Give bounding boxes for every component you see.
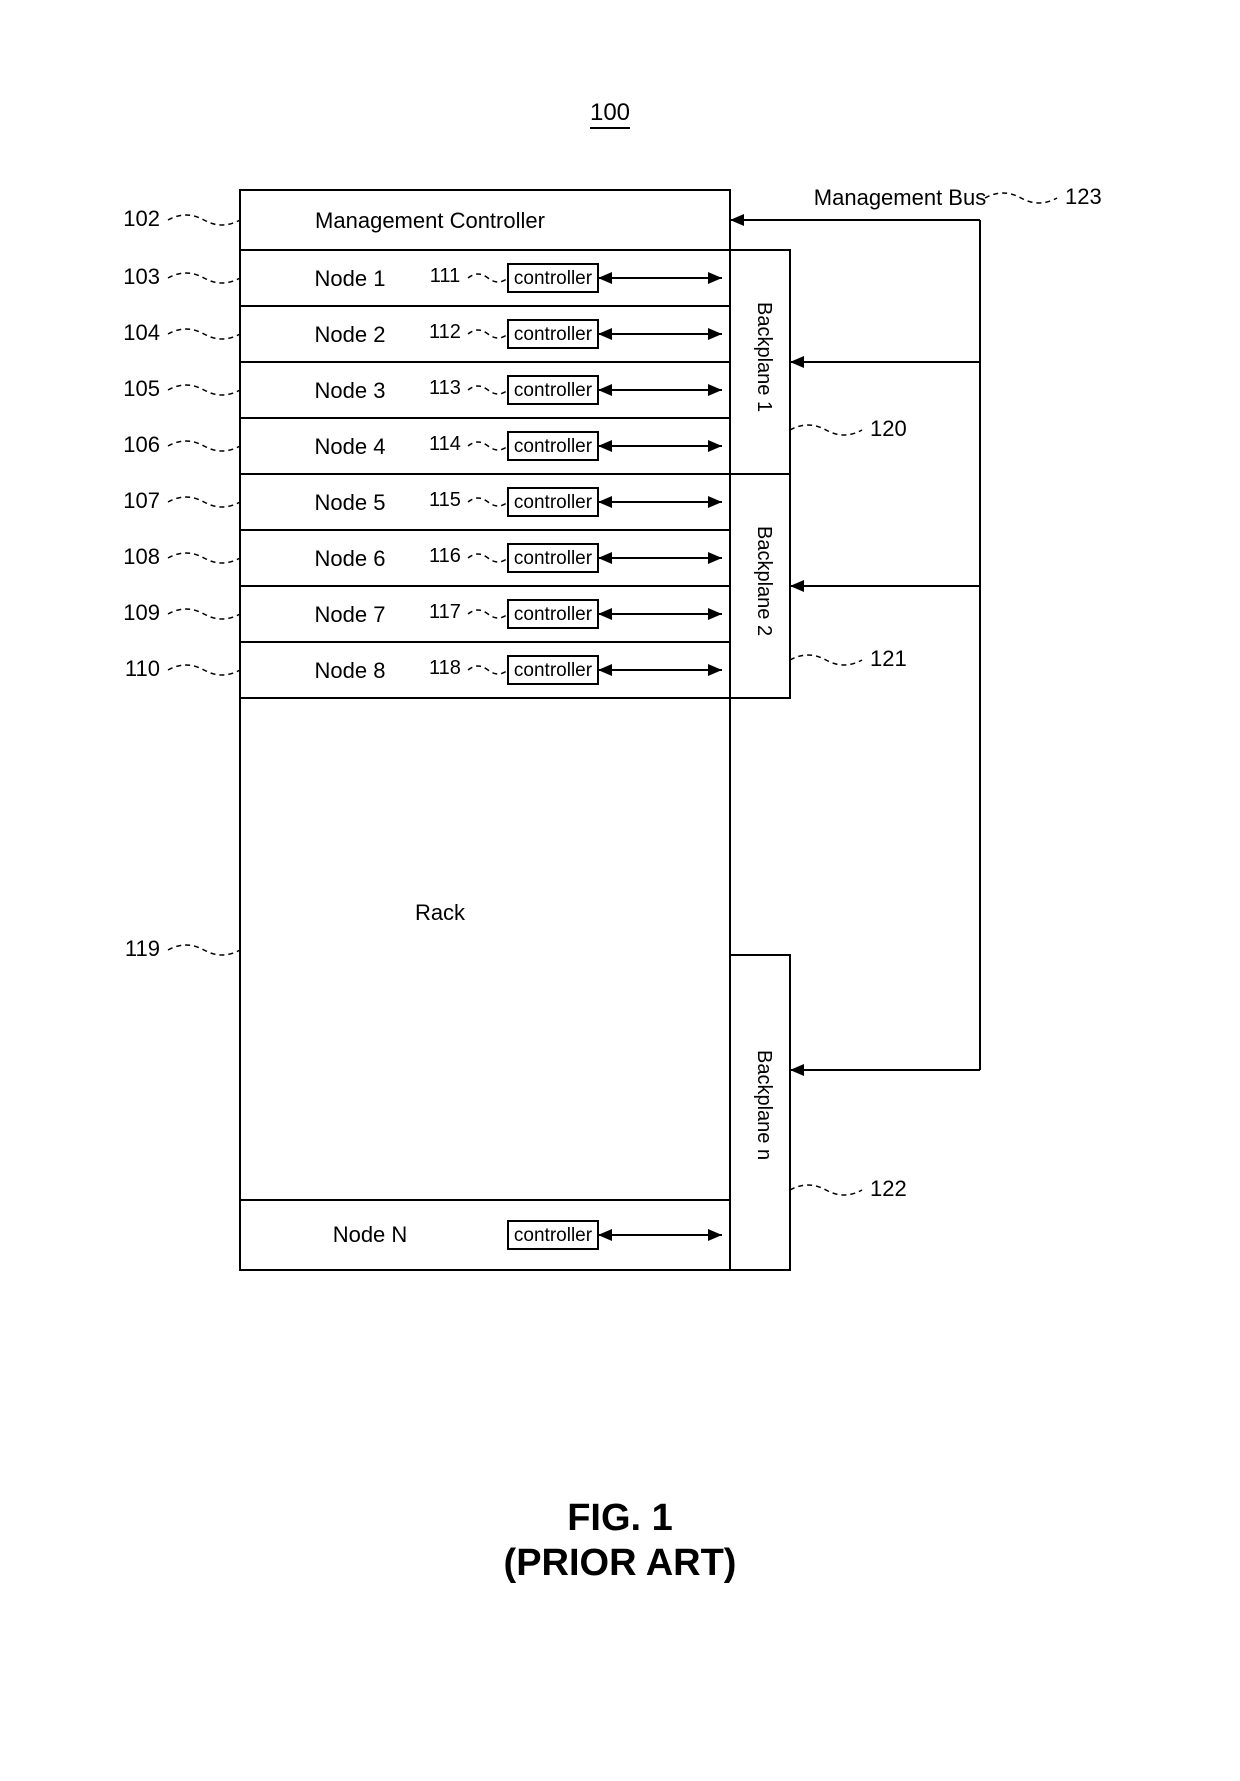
node-6-label: Node 6 [315,546,386,571]
ref-103: 103 [123,264,160,289]
ref-110: 110 [125,656,160,681]
ref-119: 119 [125,936,160,961]
node-2-ctrlref: 112 [429,321,461,343]
backplane-n-label: Backplane n [753,1050,775,1160]
node-4-ctrlref: 114 [429,433,461,455]
node-6-ctrlref: 116 [429,545,461,567]
node-8-ctrl: controller [514,660,593,681]
node-1-ctrl: controller [514,268,593,289]
node-6-ctrl: controller [514,548,593,569]
ref-105: 105 [123,376,160,401]
ref-109: 109 [123,600,160,625]
node-n-label: Node N [333,1222,408,1247]
node-5-ctrlref: 115 [429,489,461,511]
caption-line1: FIG. 1 [567,1497,673,1539]
ref-102: 102 [123,206,160,231]
ref-107: 107 [123,488,160,513]
node-5-label: Node 5 [315,490,386,515]
backplane-2-label: Backplane 2 [753,526,775,636]
node-3-label: Node 3 [315,378,386,403]
ref-122: 122 [870,1176,907,1201]
node-1-ctrlref: 111 [430,265,460,287]
ref-104: 104 [123,320,160,345]
ref-121: 121 [870,646,907,671]
mgmt-bus-label: Management Bus [814,185,986,210]
node-3-ctrl: controller [514,380,593,401]
node-5-ctrl: controller [514,492,593,513]
node-8-ctrlref: 118 [429,657,461,679]
node-1-label: Node 1 [315,266,386,291]
node-7-ctrlref: 117 [429,601,461,623]
node-3-ctrlref: 113 [429,377,461,399]
mgmt-controller-label: Management Controller [315,208,545,233]
rack-box [240,190,730,1270]
node-7-label: Node 7 [315,602,386,627]
node-n-ctrl: controller [514,1225,593,1246]
node-7-ctrl: controller [514,604,593,625]
ref-123: 123 [1065,184,1102,209]
ref-106: 106 [123,432,160,457]
figure-number: 100 [590,99,630,126]
ref-108: 108 [123,544,160,569]
node-4-label: Node 4 [315,434,386,459]
node-8-label: Node 8 [315,658,386,683]
node-2-ctrl: controller [514,324,593,345]
caption-line2: (PRIOR ART) [504,1542,737,1584]
ref-120: 120 [870,416,907,441]
backplane-1-label: Backplane 1 [753,302,775,412]
node-4-ctrl: controller [514,436,593,457]
node-2-label: Node 2 [315,322,386,347]
rack-label: Rack [415,900,466,925]
